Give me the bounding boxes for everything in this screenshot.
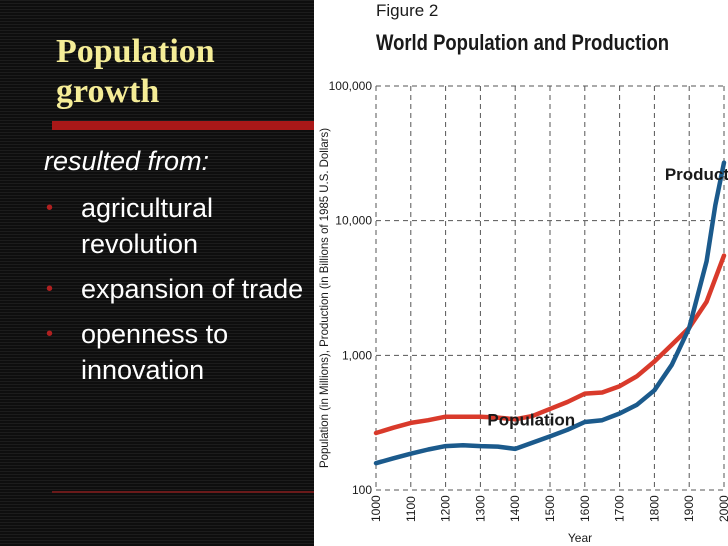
series-label-population: Population — [487, 411, 575, 430]
bullet-text: openness to innovation — [81, 319, 229, 385]
tick-labels: 1000 1100 1200 1300 1400 1500 1600 1700 1800 1900… — [329, 79, 728, 522]
y-tick-label: 100 — [352, 483, 372, 497]
title-underline — [52, 121, 314, 130]
bullet-item: • expansion of trade — [44, 271, 314, 307]
x-tick-label: 1900 — [682, 495, 696, 522]
series-label-production: Production — [665, 165, 728, 184]
y-tick-label: 10,000 — [335, 214, 372, 228]
chart-title: World Population and Production — [376, 30, 669, 55]
chart-panel: Figure 2 World Population and Production… — [314, 0, 728, 546]
y-axis-label: Population (in Millions), Production (in… — [317, 128, 331, 468]
title-line-2: growth — [56, 73, 160, 110]
x-tick-label: 1700 — [613, 495, 627, 522]
y-tick-label: 100,000 — [329, 79, 373, 93]
series-line-population — [373, 253, 727, 436]
bullet-item: • agricultural revolution — [44, 190, 314, 262]
x-tick-label: 1600 — [578, 495, 592, 522]
chart: Figure 2 World Population and Production… — [317, 1, 728, 545]
x-tick-label: 1100 — [404, 496, 418, 522]
bullet-dot-icon: • — [46, 197, 54, 219]
x-tick-label: 2000 — [717, 495, 728, 522]
x-tick-label: 1200 — [439, 495, 453, 522]
y-tick-label: 1,000 — [342, 348, 372, 362]
bottom-divider — [52, 491, 314, 493]
series-line-production — [373, 160, 727, 466]
x-tick-label: 1000 — [369, 495, 383, 522]
bullet-list: • agricultural revolution • expansion of t… — [44, 190, 314, 397]
bullet-text: agricultural revolution — [81, 193, 214, 259]
series-labels: Population Production — [487, 165, 728, 430]
bullet-dot-icon: • — [46, 323, 54, 345]
figure-label: Figure 2 — [376, 1, 438, 20]
slide-subtitle: resulted from: — [44, 146, 210, 176]
series-lines — [373, 160, 727, 466]
slide-background — [0, 0, 314, 546]
x-axis-label: Year — [568, 531, 592, 545]
title-line-1: Population — [56, 33, 215, 70]
bullet-dot-icon: • — [46, 278, 54, 300]
x-tick-label: 1400 — [508, 495, 522, 522]
x-tick-label: 1800 — [647, 495, 661, 522]
bullet-item: • openness to innovation — [44, 316, 314, 388]
x-tick-label: 1500 — [543, 495, 557, 522]
bullet-text: expansion of trade — [81, 274, 304, 304]
slide-title: Population growth — [56, 32, 306, 112]
x-tick-label: 1300 — [473, 495, 487, 522]
